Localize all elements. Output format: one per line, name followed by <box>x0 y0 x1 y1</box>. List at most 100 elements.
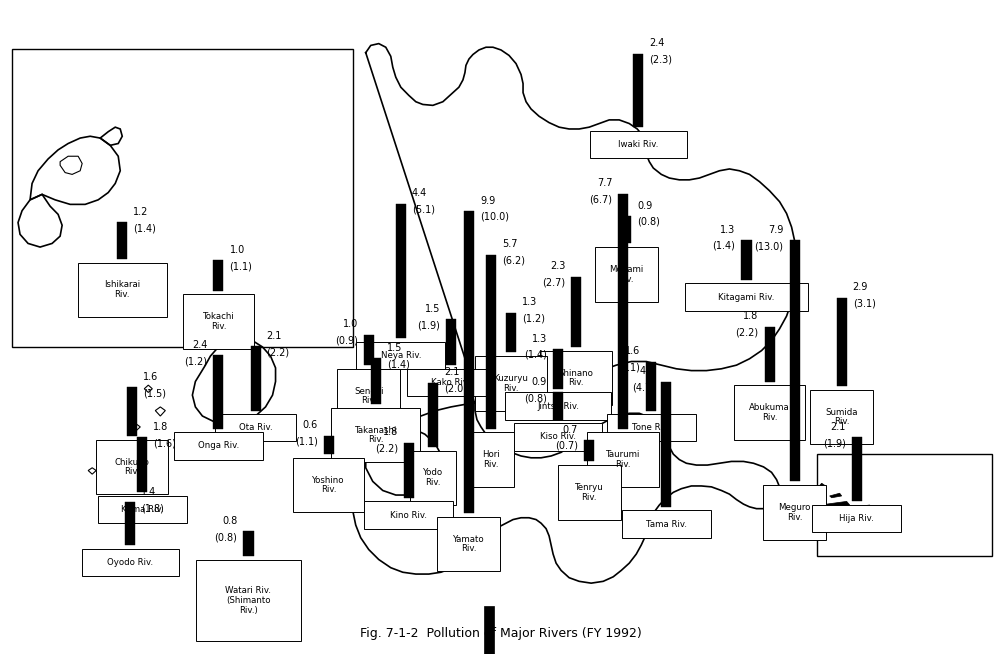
Text: Tokachi
Riv.: Tokachi Riv. <box>202 312 234 331</box>
Bar <box>813 505 901 532</box>
Bar <box>324 436 334 454</box>
Text: 9.9: 9.9 <box>480 196 495 205</box>
Text: Kitagami Riv.: Kitagami Riv. <box>718 292 775 301</box>
Text: 0.9: 0.9 <box>532 377 547 387</box>
Text: 1.0: 1.0 <box>229 245 244 254</box>
Text: Kuzuryu
Riv.: Kuzuryu Riv. <box>494 374 528 392</box>
Text: Yamato
Riv.: Yamato Riv. <box>453 535 485 553</box>
Text: (1.4): (1.4) <box>133 223 156 233</box>
Text: (1.4): (1.4) <box>712 241 735 251</box>
Bar <box>621 216 631 243</box>
Bar <box>618 194 628 429</box>
Text: Fig. 7-1-2  Pollution of Major Rivers (FY 1992): Fig. 7-1-2 Pollution of Major Rivers (FY… <box>360 627 642 640</box>
Bar <box>182 294 255 349</box>
Text: (1.1): (1.1) <box>617 362 640 373</box>
Bar <box>195 560 302 642</box>
Text: (2.0): (2.0) <box>444 384 467 394</box>
Bar <box>137 438 147 492</box>
Bar <box>685 283 808 311</box>
Text: 4.1: 4.1 <box>640 366 655 376</box>
Text: 1.8: 1.8 <box>153 422 168 432</box>
Bar <box>410 451 456 505</box>
Text: 1.3: 1.3 <box>532 334 547 343</box>
Text: (1.5): (1.5) <box>143 388 166 398</box>
Bar <box>174 432 263 460</box>
Text: 1.6: 1.6 <box>143 371 158 382</box>
Text: 1.5: 1.5 <box>425 304 440 314</box>
Bar <box>98 496 186 523</box>
Text: Tone Riv.: Tone Riv. <box>632 423 670 432</box>
Bar <box>365 502 453 528</box>
Text: Abukuma
Riv.: Abukuma Riv. <box>749 403 790 422</box>
Bar <box>810 390 873 444</box>
Text: Mogami
Riv.: Mogami Riv. <box>609 265 643 284</box>
Text: Kiso Riv.: Kiso Riv. <box>540 432 576 441</box>
Bar <box>428 383 438 447</box>
Text: (3.1): (3.1) <box>853 298 876 309</box>
Bar <box>587 432 659 487</box>
Text: (4.7): (4.7) <box>632 383 655 392</box>
Bar <box>505 392 611 420</box>
Text: Yodo
Riv.: Yodo Riv. <box>423 468 443 487</box>
Text: Ishikarai
Riv.: Ishikarai Riv. <box>104 281 140 299</box>
Text: 1.6: 1.6 <box>625 346 640 356</box>
Bar <box>514 423 602 451</box>
Text: (2.7): (2.7) <box>542 278 565 288</box>
Bar <box>484 606 494 654</box>
Bar <box>213 356 223 429</box>
Bar <box>464 211 474 513</box>
Text: Taurumi
Riv.: Taurumi Riv. <box>606 450 640 469</box>
Text: Oyodo Riv.: Oyodo Riv. <box>107 558 153 567</box>
Text: (0.7): (0.7) <box>555 441 578 451</box>
Bar <box>765 326 775 381</box>
Bar <box>81 549 178 576</box>
Text: (1.4): (1.4) <box>524 350 547 360</box>
Text: 1.3: 1.3 <box>720 224 735 235</box>
Text: Chikugo
Riv.: Chikugo Riv. <box>115 458 149 476</box>
Text: Kino Riv.: Kino Riv. <box>391 511 427 519</box>
Bar <box>633 54 643 127</box>
Text: (0.8): (0.8) <box>524 393 547 403</box>
Bar <box>571 277 581 347</box>
Polygon shape <box>818 483 826 490</box>
Text: (2.2): (2.2) <box>375 443 398 454</box>
Text: (1.1): (1.1) <box>295 437 318 447</box>
Text: Kako Riv.: Kako Riv. <box>432 378 470 387</box>
Text: (10.0): (10.0) <box>480 212 509 222</box>
Text: Takanashi
Riv.: Takanashi Riv. <box>355 426 397 445</box>
Bar <box>404 443 414 498</box>
Bar <box>475 356 547 411</box>
Bar <box>243 532 254 556</box>
Bar <box>127 387 137 436</box>
Text: (1.6): (1.6) <box>153 438 176 448</box>
Text: 0.6: 0.6 <box>303 421 318 430</box>
Text: (1.4): (1.4) <box>387 359 410 370</box>
Text: (1.2): (1.2) <box>522 314 545 324</box>
Bar <box>764 485 826 540</box>
Bar <box>584 440 594 462</box>
Text: (1.1): (1.1) <box>229 261 253 271</box>
Text: 2.3: 2.3 <box>550 262 565 271</box>
Text: (0.8): (0.8) <box>637 217 660 227</box>
Text: (0.9): (0.9) <box>335 336 358 345</box>
Text: (2.2): (2.2) <box>735 328 759 337</box>
Text: 2.1: 2.1 <box>444 368 459 377</box>
Bar <box>371 358 381 404</box>
Text: 2.4: 2.4 <box>649 39 664 48</box>
Bar <box>741 240 752 280</box>
Text: Tenryu
Riv.: Tenryu Riv. <box>575 483 603 502</box>
Bar <box>332 408 420 462</box>
Polygon shape <box>824 515 830 519</box>
Text: (13.0): (13.0) <box>755 241 784 251</box>
Text: 2.1: 2.1 <box>267 331 282 341</box>
Bar <box>852 438 862 502</box>
Text: Sendai
Riv.: Sendai Riv. <box>354 387 384 405</box>
Bar <box>661 382 671 507</box>
Text: Sumida
Riv.: Sumida Riv. <box>826 407 858 426</box>
Bar <box>96 439 168 494</box>
Text: 1.5: 1.5 <box>387 343 402 353</box>
Text: Neya Riv.: Neya Riv. <box>381 351 421 360</box>
Text: (2.3): (2.3) <box>649 55 672 65</box>
Text: 0.8: 0.8 <box>222 516 237 526</box>
Text: Yoshino
Riv.: Yoshino Riv. <box>313 475 345 494</box>
